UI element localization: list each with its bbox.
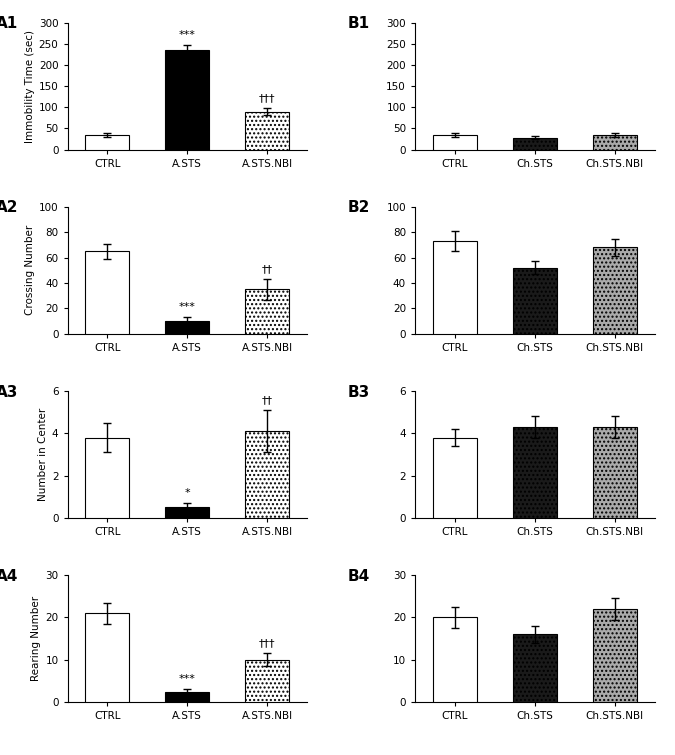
Bar [433, 135, 477, 149]
Bar [593, 135, 637, 149]
Text: B2: B2 [348, 201, 371, 215]
Y-axis label: Rearing Number: Rearing Number [31, 596, 41, 681]
Text: A2: A2 [0, 201, 18, 215]
Bar [513, 268, 557, 334]
Bar [165, 50, 209, 149]
Bar [165, 321, 209, 334]
Text: B4: B4 [348, 569, 370, 584]
Text: †††: ††† [259, 639, 275, 649]
Bar [513, 634, 557, 702]
Bar [245, 289, 289, 334]
Bar [513, 427, 557, 518]
Bar [245, 112, 289, 149]
Text: B3: B3 [348, 384, 370, 399]
Bar [86, 613, 130, 702]
Bar [513, 138, 557, 149]
Text: A4: A4 [0, 569, 18, 584]
Y-axis label: Immobility Time (sec): Immobility Time (sec) [24, 29, 34, 143]
Text: A1: A1 [0, 17, 18, 31]
Bar [86, 135, 130, 149]
Text: ††: †† [262, 395, 273, 405]
Bar [245, 431, 289, 518]
Text: *: * [184, 488, 190, 498]
Text: †††: ††† [259, 93, 275, 103]
Y-axis label: Number in Center: Number in Center [38, 408, 48, 501]
Bar [86, 251, 130, 334]
Text: B1: B1 [348, 17, 370, 31]
Bar [433, 241, 477, 334]
Bar [593, 609, 637, 702]
Text: ***: *** [179, 302, 196, 313]
Text: A3: A3 [0, 384, 18, 399]
Bar [86, 438, 130, 518]
Bar [593, 248, 637, 334]
Text: ***: *** [179, 674, 196, 684]
Bar [245, 660, 289, 702]
Bar [433, 618, 477, 702]
Bar [165, 507, 209, 518]
Text: ††: †† [262, 264, 273, 274]
Bar [433, 438, 477, 518]
Bar [165, 692, 209, 702]
Text: ***: *** [179, 30, 196, 40]
Y-axis label: Crossing Number: Crossing Number [25, 225, 34, 316]
Bar [593, 427, 637, 518]
